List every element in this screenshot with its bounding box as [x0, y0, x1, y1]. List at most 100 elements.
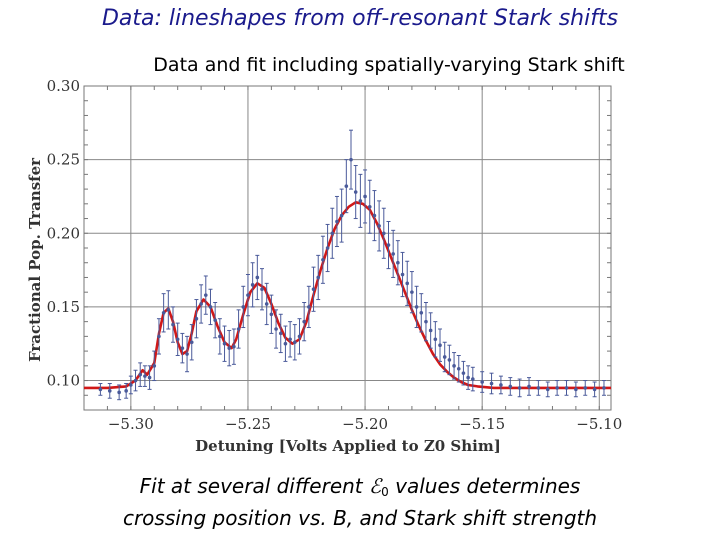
data-point-29: [245, 274, 250, 317]
data-point-22: [213, 301, 218, 339]
data-marker: [461, 371, 466, 375]
data-point-31: [255, 254, 260, 301]
data-point-90: [592, 381, 597, 398]
data-point-59: [386, 220, 391, 270]
data-point-65: [414, 285, 419, 329]
data-point-84: [536, 380, 541, 396]
data-marker: [208, 305, 213, 309]
data-marker: [157, 334, 161, 339]
data-point-83: [527, 377, 532, 396]
data-point-70: [438, 328, 443, 362]
data-point-10: [156, 318, 161, 355]
data-marker: [166, 308, 171, 312]
data-marker: [107, 389, 112, 393]
data-marker: [189, 340, 194, 345]
data-point-15: [180, 332, 185, 364]
data-point-41: [302, 301, 307, 342]
data-marker: [203, 293, 208, 297]
epsilon-symbol: ℰ: [369, 474, 382, 498]
data-marker: [442, 355, 447, 359]
data-point-3: [124, 382, 129, 399]
data-marker: [489, 381, 494, 386]
data-point-25: [227, 329, 232, 367]
data-marker: [330, 231, 335, 236]
data-marker: [311, 287, 316, 292]
data-marker: [419, 311, 424, 315]
data-point-57: [377, 200, 382, 252]
data-marker: [260, 287, 264, 292]
data-marker: [321, 257, 325, 262]
data-marker: [452, 364, 456, 368]
data-marker: [117, 390, 121, 395]
data-point-14: [175, 322, 180, 357]
data-point-88: [573, 381, 578, 398]
data-point-61: [395, 240, 400, 286]
caption-part-1: Fit at several different: [139, 474, 370, 498]
data-marker: [456, 366, 461, 371]
data-marker: [255, 275, 260, 280]
data-point-63: [405, 260, 410, 306]
data-point-46: [325, 223, 330, 273]
data-marker: [307, 305, 311, 309]
data-point-64: [409, 271, 414, 314]
data-marker: [222, 341, 227, 346]
data-point-20: [203, 275, 208, 315]
data-marker: [344, 184, 349, 188]
data-marker: [143, 374, 147, 378]
data-point-82: [517, 378, 522, 398]
data-point-23: [217, 318, 222, 355]
data-point-27: [236, 309, 241, 349]
data-marker: [471, 377, 475, 381]
data-point-17: [189, 324, 194, 361]
data-marker: [232, 344, 236, 349]
data-marker: [213, 318, 217, 322]
caption-part-2: values determines: [388, 474, 581, 498]
data-marker: [358, 199, 363, 203]
data-point-54: [363, 169, 368, 224]
data-point-91: [601, 380, 606, 396]
y-axis-label: Fractional Pop. Transfer: [26, 157, 44, 362]
data-point-19: [199, 284, 204, 324]
data-marker: [410, 290, 414, 294]
data-marker: [152, 364, 157, 368]
data-point-18: [194, 299, 199, 339]
data-marker: [171, 322, 175, 327]
data-point-79: [489, 372, 494, 395]
data-marker: [335, 219, 339, 224]
data-marker: [297, 334, 302, 339]
data-marker: [527, 384, 531, 389]
data-point-75: [461, 360, 466, 386]
data-marker: [180, 346, 185, 350]
data-point-52: [353, 165, 358, 220]
data-marker: [386, 243, 391, 247]
data-marker: [147, 375, 152, 380]
data-point-32: [260, 268, 265, 311]
data-marker: [592, 387, 597, 392]
plot-frame: [83, 85, 612, 411]
data-point-51: [349, 129, 354, 190]
data-point-58: [381, 207, 386, 259]
data-marker: [269, 312, 274, 317]
data-point-47: [330, 207, 335, 259]
data-point-2: [117, 384, 122, 401]
data-marker: [325, 246, 330, 250]
data-marker: [316, 275, 321, 280]
data-marker: [396, 260, 400, 265]
data-marker: [367, 204, 372, 209]
data-marker: [194, 316, 199, 321]
data-points-layer: [98, 129, 606, 401]
grid-lines: [84, 85, 611, 410]
data-marker: [564, 386, 569, 390]
data-point-56: [372, 190, 377, 242]
data-marker: [218, 334, 222, 339]
data-point-44: [316, 254, 321, 301]
data-point-36: [278, 313, 283, 354]
data-point-34: [269, 294, 274, 334]
x-tick-label-3: −5.15: [459, 415, 505, 433]
tick-labels: −5.30 −5.25 −5.20 −5.15 −5.10 0.10 0.15 0.20 0.2…: [47, 77, 623, 433]
data-marker: [138, 372, 143, 377]
data-point-85: [545, 381, 550, 398]
data-point-21: [208, 288, 213, 326]
data-point-28: [241, 285, 246, 329]
data-point-69: [433, 321, 438, 358]
